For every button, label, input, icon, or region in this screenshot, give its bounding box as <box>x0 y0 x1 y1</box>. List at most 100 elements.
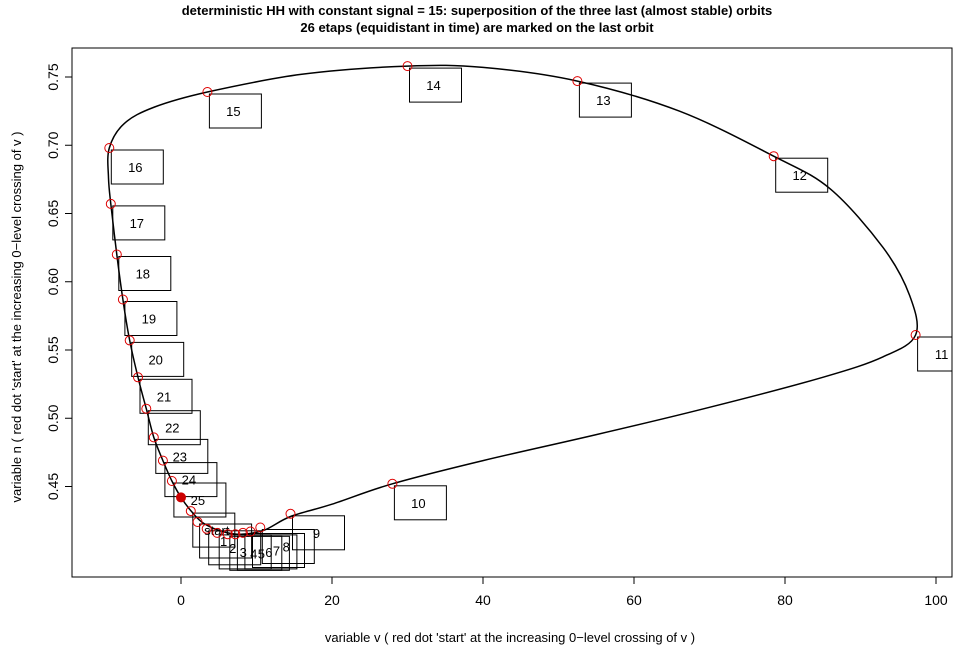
marker-label: 9 <box>313 526 320 541</box>
marker-box <box>139 378 193 414</box>
marker-circle <box>185 506 196 517</box>
marker-7: 7 <box>252 533 305 568</box>
marker-circle <box>201 523 212 534</box>
marker-circle <box>124 335 135 346</box>
marker-label: 21 <box>157 389 171 404</box>
marker-box <box>244 534 298 570</box>
plot-frame <box>71 47 953 578</box>
marker-box <box>131 341 185 377</box>
marker-box <box>393 485 447 521</box>
marker-box <box>917 336 952 372</box>
x-tick-label: 60 <box>626 592 642 608</box>
marker-box <box>409 67 462 103</box>
marker-label: 2 <box>229 541 236 556</box>
marker-label: 25 <box>191 493 205 508</box>
marker-box <box>578 82 632 118</box>
marker-circle <box>105 198 116 209</box>
x-tick-label: 20 <box>324 592 340 608</box>
marker-circle <box>910 330 921 340</box>
marker-circle <box>212 527 223 538</box>
x-axis: 0 20 40 60 80 100 <box>177 577 948 608</box>
marker-circle <box>387 478 398 489</box>
marker-circle <box>245 526 256 537</box>
marker-label: 17 <box>130 216 144 231</box>
marker-label: 10 <box>411 496 425 511</box>
x-tick-label: 100 <box>924 592 948 608</box>
y-tick-label: 0.45 <box>45 473 61 500</box>
marker-circle <box>166 476 177 486</box>
marker-circle <box>141 403 152 414</box>
x-tick-label: 0 <box>177 592 185 608</box>
marker-box <box>199 523 253 559</box>
marker-label: 15 <box>226 104 240 119</box>
marker-label: 11 <box>935 347 949 362</box>
marker-circle <box>111 249 122 260</box>
marker-label: 24 <box>182 473 196 488</box>
y-axis-label: variable n ( red dot 'start' at the incr… <box>9 132 24 503</box>
y-tick-label: 0.70 <box>45 131 61 158</box>
marker-5: 5 <box>236 535 290 571</box>
marker-circle <box>202 87 213 97</box>
marker-box <box>775 157 829 193</box>
marker-2: 2 <box>208 530 262 566</box>
x-tick-label: 80 <box>777 592 793 608</box>
marker-17: 17 <box>112 205 166 241</box>
marker-16: 16 <box>110 149 164 185</box>
marker-label: 19 <box>142 312 156 327</box>
marker-14: 14 <box>409 67 462 103</box>
marker-circle <box>237 527 248 538</box>
marker-box <box>124 301 178 336</box>
marker-label: 1 <box>220 534 227 549</box>
marker-label: 13 <box>596 93 610 108</box>
marker-circle <box>572 76 583 87</box>
y-axis: 0.45 0.50 0.55 0.60 0.65 0.70 0.75 <box>45 63 72 500</box>
marker-15: 15 <box>208 93 262 129</box>
marker-10: 10 <box>393 485 447 521</box>
marker-label: 22 <box>165 421 179 436</box>
marker-label: 7 <box>273 544 280 559</box>
marker-1: 1 <box>199 523 253 559</box>
marker-circles-layer <box>104 61 921 540</box>
marker-8: 8 <box>261 529 315 564</box>
marker-label: 23 <box>173 449 187 464</box>
marker-11: 11 <box>917 336 952 372</box>
marker-label: 12 <box>792 168 806 183</box>
x-tick-label: 40 <box>475 592 491 608</box>
marker-box <box>208 93 262 129</box>
marker-circle <box>133 372 143 383</box>
marker-label: 14 <box>426 78 440 93</box>
y-tick-label: 0.75 <box>45 63 61 90</box>
marker-22: 22 <box>147 410 201 446</box>
marker-20: 20 <box>131 341 185 377</box>
marker-circle <box>285 508 296 519</box>
marker-circle <box>104 143 115 153</box>
marker-box <box>292 515 345 551</box>
marker-label: 5 <box>258 546 265 561</box>
marker-label: 8 <box>283 540 290 555</box>
marker-circle <box>222 529 233 540</box>
marker-12: 12 <box>775 157 829 193</box>
marker-circle <box>255 522 266 533</box>
marker-circle <box>768 151 779 162</box>
marker-9: 9 <box>292 515 345 551</box>
marker-6: 6 <box>244 534 298 570</box>
marker-circle <box>157 455 168 466</box>
marker-box <box>236 535 290 571</box>
marker-box <box>252 533 305 568</box>
start-dot <box>176 492 186 503</box>
y-tick-label: 0.55 <box>45 336 61 363</box>
marker-label: 16 <box>128 160 142 175</box>
y-tick-label: 0.50 <box>45 404 61 431</box>
chart-title: deterministic HH with constant signal = … <box>182 3 773 18</box>
marker-box <box>173 482 227 518</box>
marker-box <box>208 530 262 566</box>
marker-circle <box>402 61 413 72</box>
marker-box <box>110 149 164 185</box>
marker-circle <box>148 432 159 443</box>
marker-label: 18 <box>136 267 150 282</box>
marker-circle <box>192 517 203 527</box>
marker-label: 3 <box>240 545 247 560</box>
marker-label: 4 <box>250 546 257 561</box>
